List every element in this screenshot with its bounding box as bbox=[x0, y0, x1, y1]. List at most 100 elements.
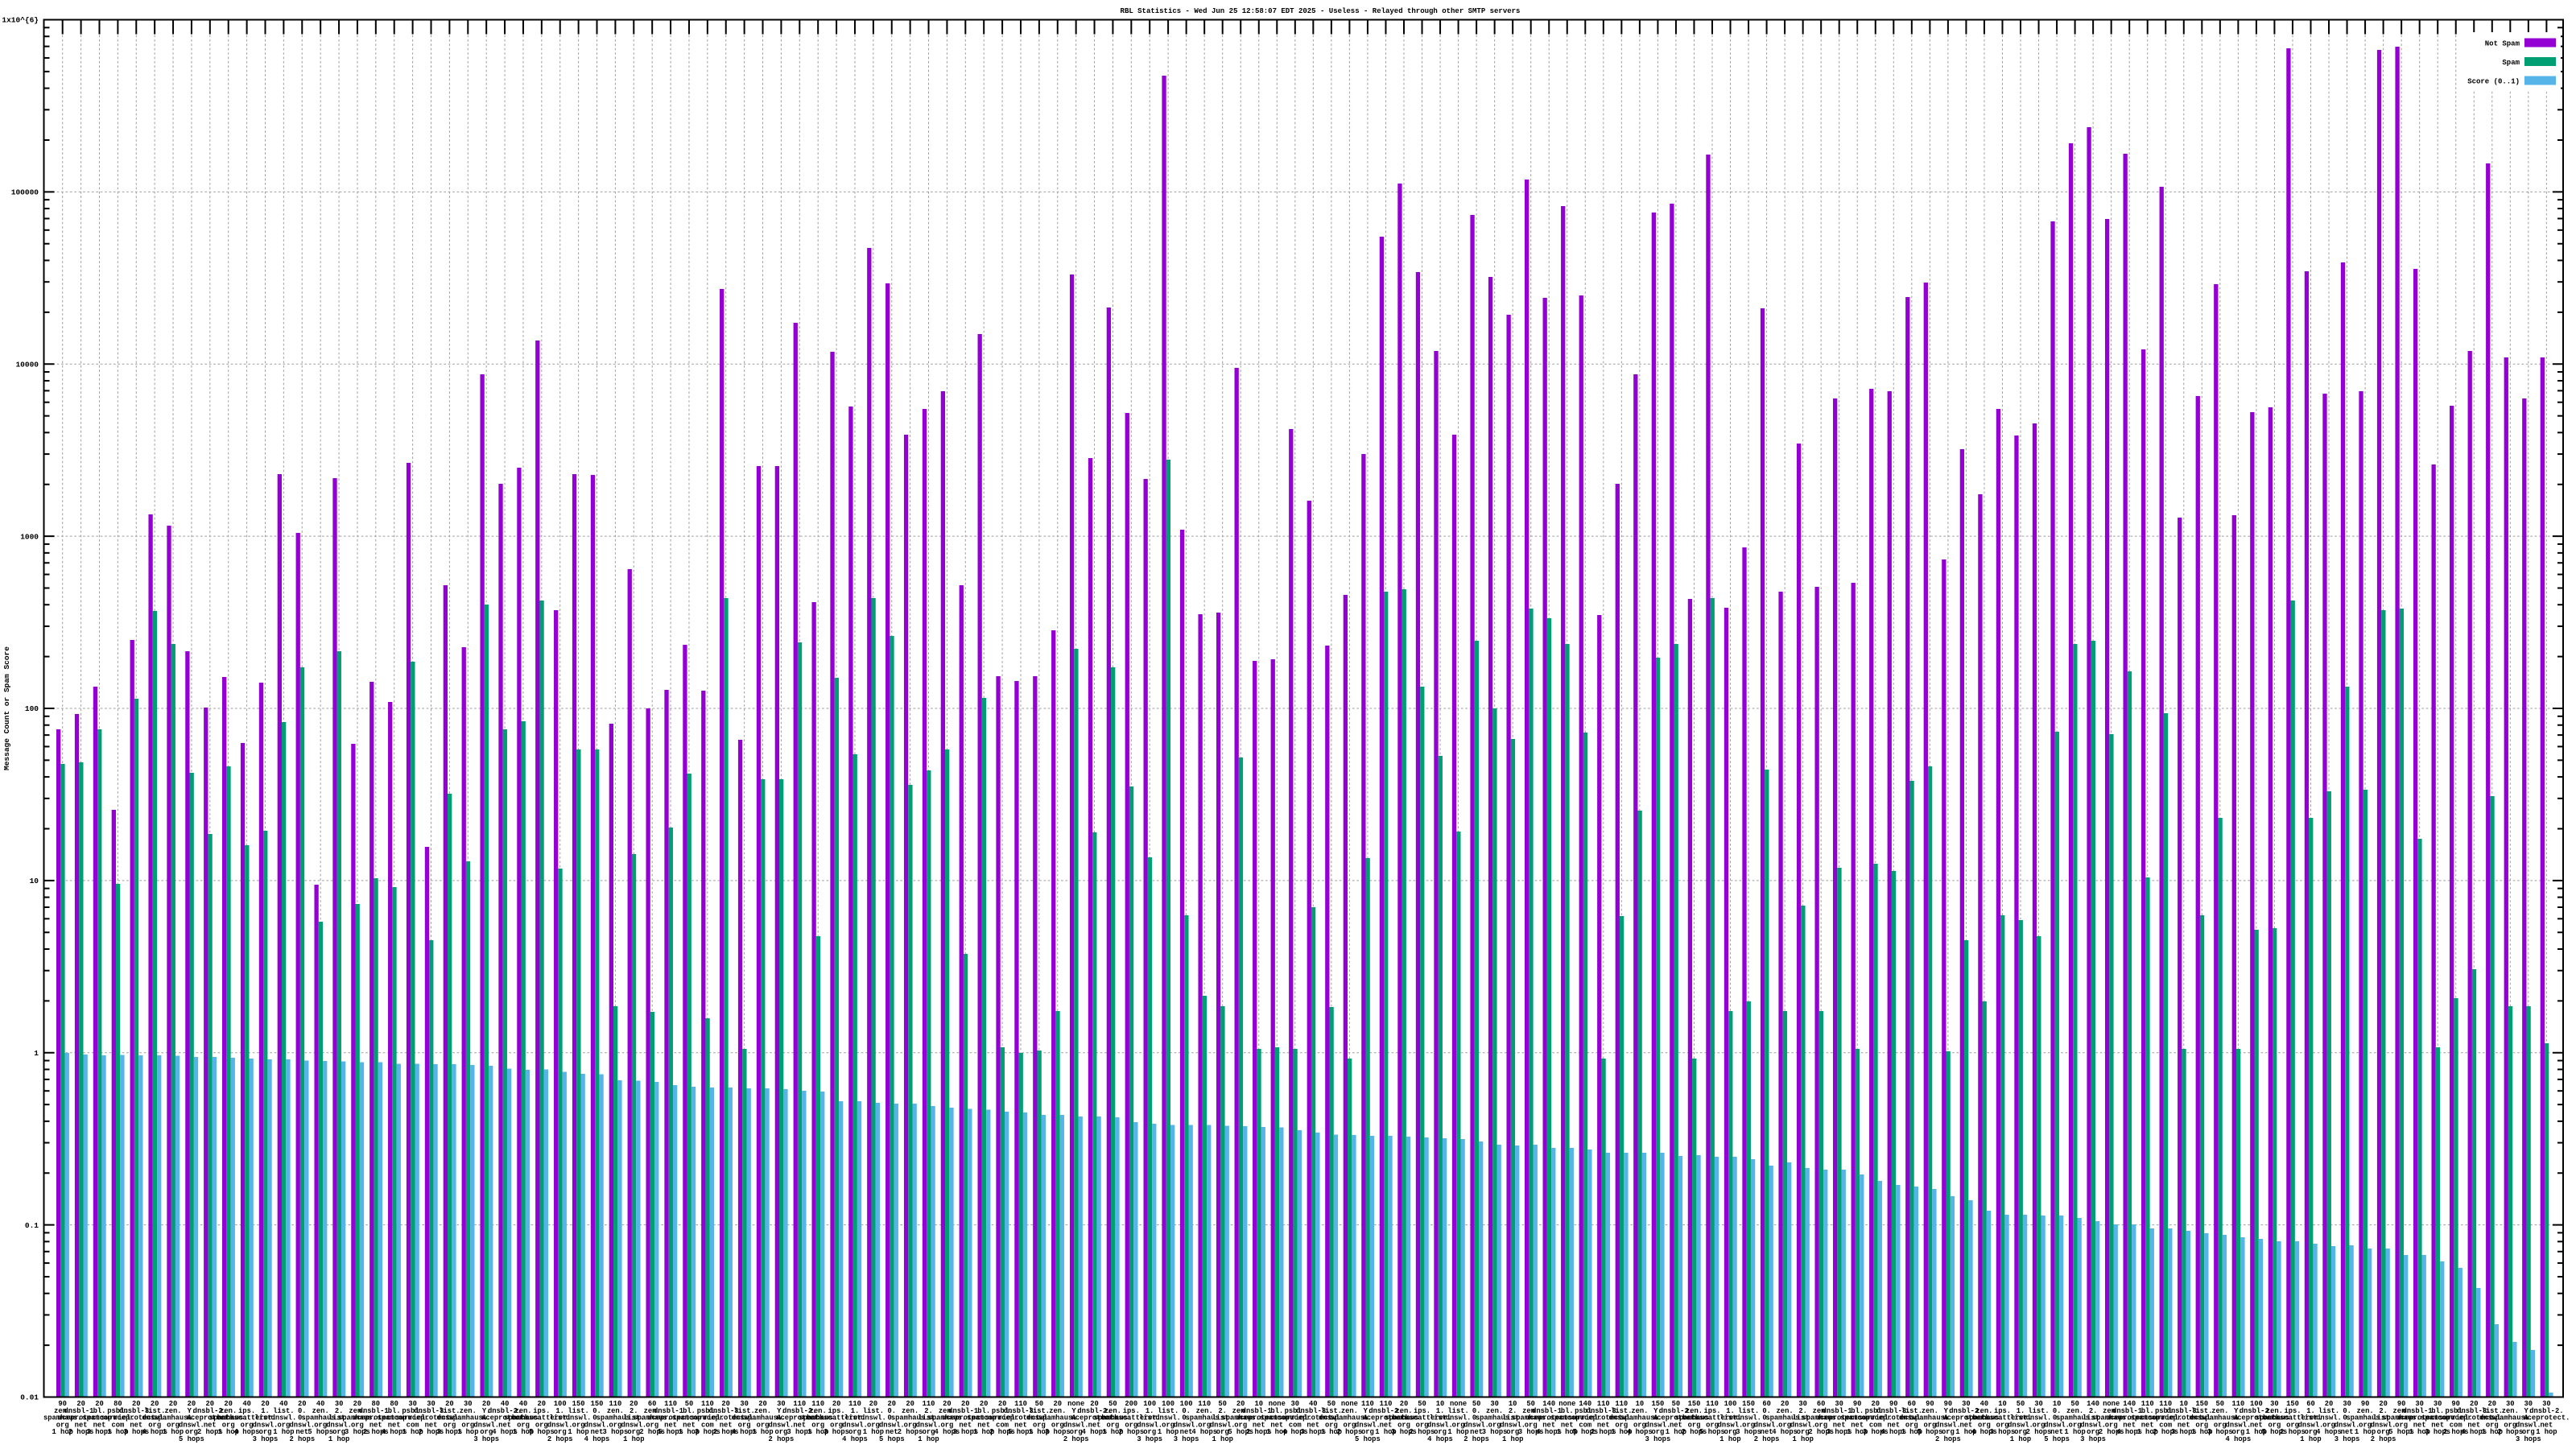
svg-text:20: 20 bbox=[169, 1400, 178, 1408]
svg-text:org: org bbox=[222, 1421, 235, 1429]
svg-text:4 hops: 4 hops bbox=[1971, 1428, 1997, 1436]
svg-text:list.: list. bbox=[623, 1414, 644, 1422]
svg-text:20: 20 bbox=[888, 1400, 897, 1408]
svg-text:50: 50 bbox=[2216, 1400, 2225, 1408]
svg-text:org: org bbox=[811, 1421, 824, 1429]
svg-text:30: 30 bbox=[464, 1400, 473, 1408]
svg-text:uceprotect.: uceprotect. bbox=[703, 1414, 749, 1422]
svg-text:spamhaus.: spamhaus. bbox=[154, 1414, 192, 1422]
svg-text:80: 80 bbox=[372, 1400, 381, 1408]
svg-text:1 hop: 1 hop bbox=[1502, 1435, 1523, 1443]
svg-text:4 hops: 4 hops bbox=[1627, 1428, 1653, 1436]
svg-text:dnswl.: dnswl. bbox=[473, 1421, 499, 1429]
svg-text:2 hops: 2 hops bbox=[1063, 1435, 1089, 1443]
svg-text:net: net bbox=[1380, 1421, 1393, 1429]
svg-text:uceprotect.: uceprotect. bbox=[647, 1414, 694, 1422]
svg-text:list.: list. bbox=[1139, 1414, 1160, 1422]
svg-text:5 hops: 5 hops bbox=[1918, 1428, 1943, 1436]
svg-text:100: 100 bbox=[1162, 1400, 1174, 1408]
svg-text:dnswl.: dnswl. bbox=[1063, 1421, 1089, 1429]
svg-text:20: 20 bbox=[76, 1400, 85, 1408]
svg-text:2.: 2. bbox=[1218, 1407, 1227, 1415]
svg-text:50: 50 bbox=[2017, 1400, 2025, 1408]
svg-text:30: 30 bbox=[2034, 1400, 2043, 1408]
svg-text:0.: 0. bbox=[1182, 1414, 1191, 1422]
svg-text:org: org bbox=[2231, 1428, 2244, 1436]
svg-text:3 hops: 3 hops bbox=[1645, 1435, 1671, 1443]
svg-text:10: 10 bbox=[2053, 1400, 2062, 1408]
svg-text:com: com bbox=[407, 1421, 419, 1429]
svg-text:uceprotect.: uceprotect. bbox=[58, 1414, 105, 1422]
svg-text:2 hops: 2 hops bbox=[2099, 1428, 2124, 1436]
svg-text:3 hops: 3 hops bbox=[2080, 1435, 2106, 1443]
svg-text:org: org bbox=[1452, 1421, 1465, 1429]
svg-text:net: net bbox=[2413, 1421, 2426, 1429]
svg-text:3 hops: 3 hops bbox=[695, 1428, 720, 1436]
svg-text:5 hops: 5 hops bbox=[2262, 1428, 2288, 1436]
svg-text:org: org bbox=[1106, 1421, 1119, 1429]
svg-text:100: 100 bbox=[25, 704, 39, 713]
svg-text:dnsbl-1.: dnsbl-1. bbox=[2112, 1407, 2146, 1415]
svg-text:1 hop: 1 hop bbox=[1447, 1428, 1468, 1436]
svg-text:dnsbl-3.: dnsbl-3. bbox=[1004, 1407, 1038, 1415]
svg-text:uceprotect.: uceprotect. bbox=[1870, 1414, 1917, 1422]
svg-text:60: 60 bbox=[2306, 1400, 2315, 1408]
svg-text:net: net bbox=[295, 1428, 308, 1436]
svg-text:net: net bbox=[425, 1421, 438, 1429]
svg-text:org: org bbox=[167, 1421, 180, 1429]
svg-text:list.: list. bbox=[2372, 1414, 2393, 1422]
svg-text:100: 100 bbox=[2250, 1400, 2263, 1408]
svg-text:zen.: zen. bbox=[312, 1407, 329, 1415]
svg-text:3 hops: 3 hops bbox=[437, 1428, 463, 1436]
svg-text:org: org bbox=[2504, 1421, 2516, 1429]
svg-text:150: 150 bbox=[2286, 1400, 2299, 1408]
svg-text:1 hop: 1 hop bbox=[2064, 1428, 2085, 1436]
svg-text:zen.: zen. bbox=[460, 1407, 477, 1415]
svg-text:zen.: zen. bbox=[939, 1407, 956, 1415]
svg-text:psbl.: psbl. bbox=[107, 1407, 128, 1415]
svg-text:backscatterer.: backscatterer. bbox=[2263, 1414, 2322, 1422]
svg-text:org: org bbox=[277, 1421, 290, 1429]
svg-text:psbl.: psbl. bbox=[2155, 1407, 2176, 1415]
svg-text:Y.: Y. bbox=[2524, 1407, 2533, 1415]
svg-text:uceprotect.: uceprotect. bbox=[1525, 1414, 1572, 1422]
svg-text:3 hops: 3 hops bbox=[473, 1435, 499, 1443]
svg-text:90: 90 bbox=[1926, 1400, 1934, 1408]
svg-text:50: 50 bbox=[2070, 1400, 2079, 1408]
svg-text:2 hops: 2 hops bbox=[2443, 1428, 2469, 1436]
svg-text:spamhaus.: spamhaus. bbox=[209, 1414, 248, 1422]
svg-text:psbl.: psbl. bbox=[1865, 1407, 1886, 1415]
svg-text:2 hops: 2 hops bbox=[419, 1428, 444, 1436]
svg-text:dnswl.: dnswl. bbox=[842, 1421, 868, 1429]
svg-text:zen.: zen. bbox=[644, 1407, 661, 1415]
svg-text:2 hops: 2 hops bbox=[2371, 1435, 2396, 1443]
svg-text:org: org bbox=[1942, 1428, 1955, 1436]
svg-text:dnswl.: dnswl. bbox=[1026, 1414, 1052, 1422]
svg-text:surriel.: surriel. bbox=[1278, 1414, 1312, 1422]
svg-text:30: 30 bbox=[2343, 1400, 2351, 1408]
svg-text:list.: list. bbox=[1158, 1407, 1179, 1415]
svg-text:zen.: zen. bbox=[810, 1407, 827, 1415]
svg-text:1 hop: 1 hop bbox=[1666, 1428, 1686, 1436]
svg-text:list.: list. bbox=[328, 1414, 349, 1422]
svg-text:com: com bbox=[1289, 1421, 1302, 1429]
svg-text:spamhaus.: spamhaus. bbox=[2346, 1414, 2384, 1422]
svg-text:net: net bbox=[1307, 1421, 1319, 1429]
svg-text:surriel.: surriel. bbox=[2439, 1414, 2473, 1422]
svg-text:30: 30 bbox=[2415, 1400, 2424, 1408]
svg-text:list.: list. bbox=[1792, 1414, 1813, 1422]
svg-text:110: 110 bbox=[2141, 1400, 2154, 1408]
svg-text:org: org bbox=[572, 1421, 585, 1429]
svg-text:100: 100 bbox=[554, 1400, 567, 1408]
svg-text:org: org bbox=[535, 1421, 548, 1429]
svg-text:50: 50 bbox=[1526, 1400, 1535, 1408]
svg-text:dnsbl-2.: dnsbl-2. bbox=[2529, 1407, 2563, 1415]
svg-text:4 hops: 4 hops bbox=[382, 1428, 407, 1436]
svg-text:3 hops: 3 hops bbox=[2425, 1428, 2450, 1436]
svg-text:spamhaus.: spamhaus. bbox=[1911, 1414, 1950, 1422]
svg-text:dnsbl-2.: dnsbl-2. bbox=[488, 1407, 522, 1415]
svg-text:spamhaus.: spamhaus. bbox=[1765, 1414, 1804, 1422]
svg-text:Spam: Spam bbox=[2502, 59, 2520, 67]
svg-text:net: net bbox=[388, 1421, 401, 1429]
svg-text:net: net bbox=[1561, 1421, 1574, 1429]
